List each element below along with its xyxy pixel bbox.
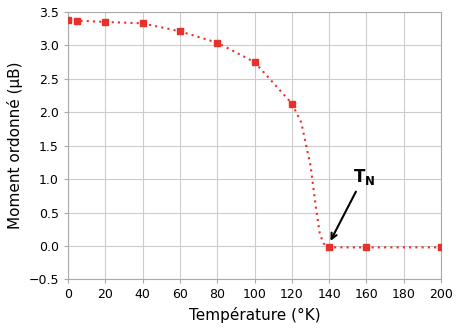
X-axis label: Température (°K): Température (°K) (188, 307, 319, 323)
Y-axis label: Moment ordonné (μB): Moment ordonné (μB) (7, 62, 23, 229)
Text: $\mathbf{T}_{\mathbf{N}}$: $\mathbf{T}_{\mathbf{N}}$ (353, 167, 375, 187)
